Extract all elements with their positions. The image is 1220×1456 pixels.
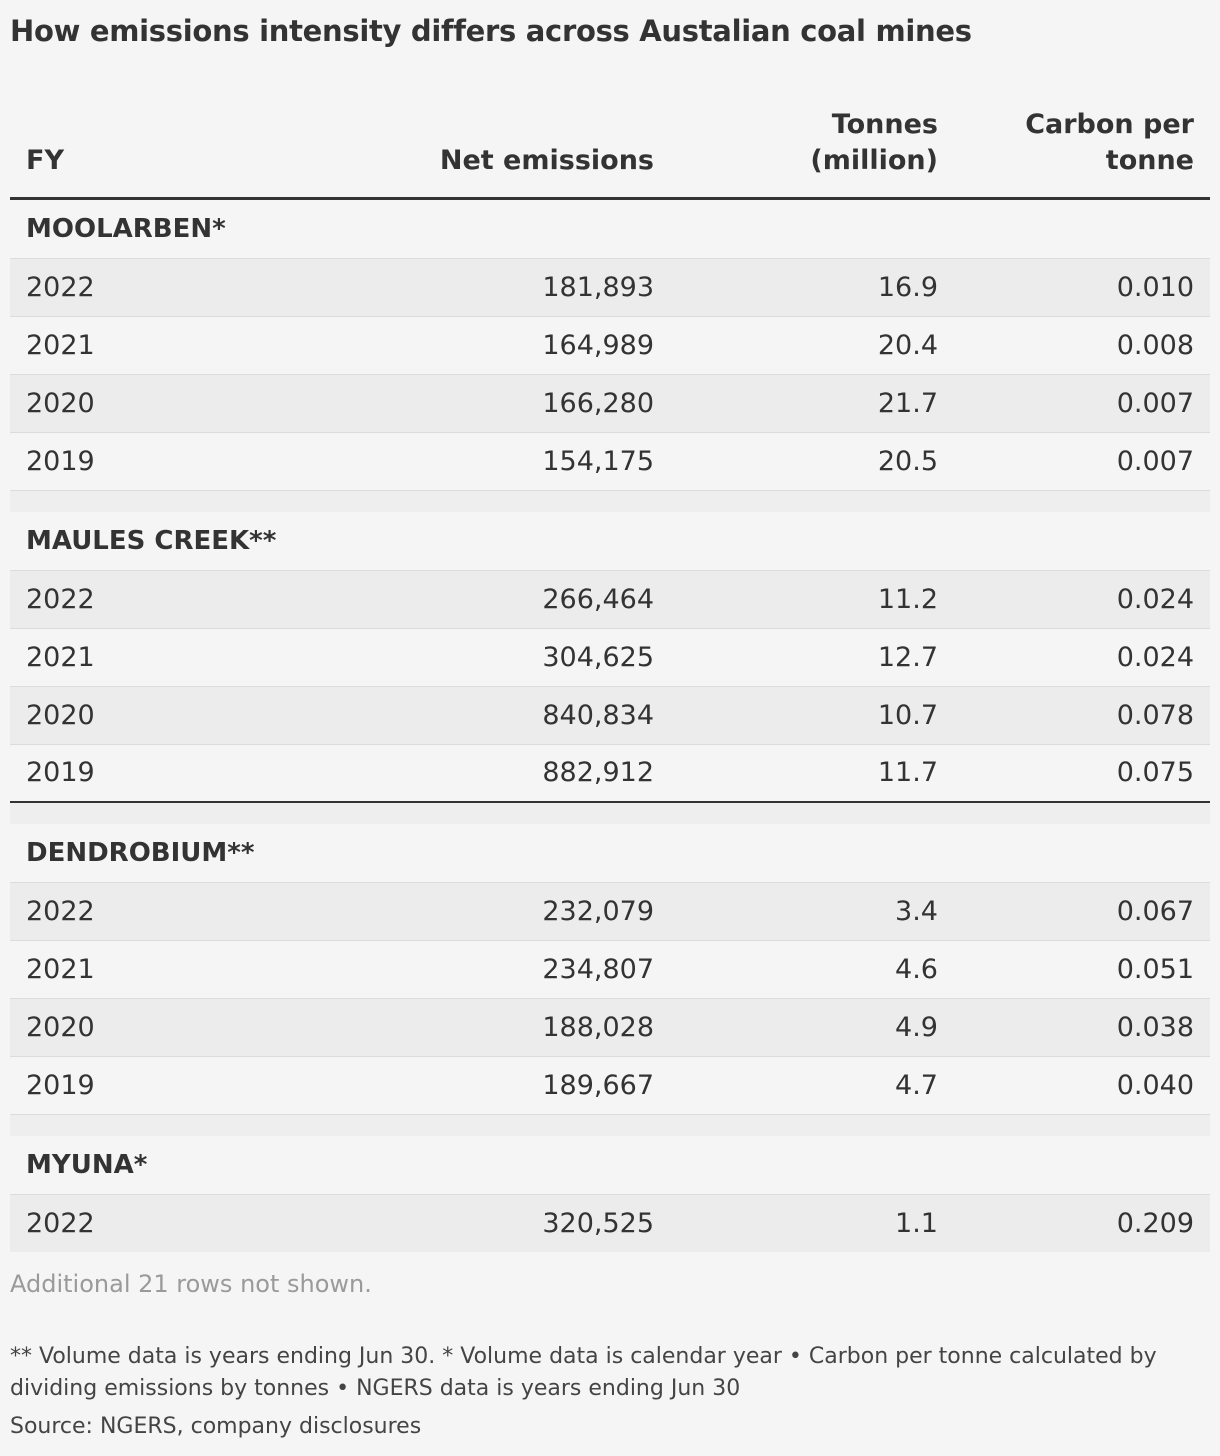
cell-carbon-per-tonne: 0.038 xyxy=(946,997,1210,1056)
table-row: 2021 304,625 12.7 0.024 xyxy=(10,627,1210,686)
column-header-tonnes: Tonnes (million) xyxy=(670,96,946,200)
cell-tonnes: 4.6 xyxy=(670,939,946,998)
table-row: 2019 154,175 20.5 0.007 xyxy=(10,431,1210,490)
cell-net-emissions: 304,625 xyxy=(390,627,670,686)
cell-net-emissions: 840,834 xyxy=(390,685,670,744)
cell-fy: 2022 xyxy=(10,569,390,628)
group-name: MAULES CREEK** xyxy=(10,512,1210,570)
group-header-row: MYUNA* xyxy=(10,1136,1210,1194)
cell-fy: 2021 xyxy=(10,627,390,686)
cell-tonnes: 1.1 xyxy=(670,1193,946,1252)
cell-net-emissions: 266,464 xyxy=(390,569,670,628)
spacer-cell xyxy=(10,1113,1210,1136)
group-header-row: MOOLARBEN* xyxy=(10,198,1210,258)
table-body: MOOLARBEN* 2022 181,893 16.9 0.010 2021 164,98… xyxy=(10,198,1210,1252)
table-row: 2022 232,079 3.4 0.067 xyxy=(10,881,1210,940)
cell-carbon-per-tonne: 0.008 xyxy=(946,315,1210,374)
cell-fy: 2020 xyxy=(10,373,390,432)
group-name: MYUNA* xyxy=(10,1136,1210,1194)
cell-net-emissions: 188,028 xyxy=(390,997,670,1056)
cell-tonnes: 20.4 xyxy=(670,315,946,374)
group-header-row: MAULES CREEK** xyxy=(10,512,1210,570)
cell-net-emissions: 164,989 xyxy=(390,315,670,374)
cell-tonnes: 4.7 xyxy=(670,1055,946,1114)
cell-carbon-per-tonne: 0.024 xyxy=(946,569,1210,628)
group-name: DENDROBIUM** xyxy=(10,824,1210,882)
more-rows-note: Additional 21 rows not shown. xyxy=(10,1270,372,1298)
table-row: 2020 840,834 10.7 0.078 xyxy=(10,685,1210,744)
group-header-row: DENDROBIUM** xyxy=(10,824,1210,882)
cell-tonnes: 11.2 xyxy=(670,569,946,628)
cell-carbon-per-tonne: 0.024 xyxy=(946,627,1210,686)
chart-title: How emissions intensity differs across A… xyxy=(10,14,972,48)
spacer-cell xyxy=(10,801,1210,824)
cell-fy: 2022 xyxy=(10,1193,390,1252)
cell-net-emissions: 189,667 xyxy=(390,1055,670,1114)
cell-carbon-per-tonne: 0.010 xyxy=(946,257,1210,316)
cell-net-emissions: 882,912 xyxy=(390,743,670,802)
header-row: FY Net emissions Tonnes (million) Carbon … xyxy=(10,96,1210,200)
cell-fy: 2019 xyxy=(10,743,390,802)
cell-fy: 2019 xyxy=(10,1055,390,1114)
cell-tonnes: 20.5 xyxy=(670,431,946,490)
table-row: 2020 166,280 21.7 0.007 xyxy=(10,373,1210,432)
group-name: MOOLARBEN* xyxy=(10,198,1210,258)
cell-carbon-per-tonne: 0.040 xyxy=(946,1055,1210,1114)
table-row: 2022 181,893 16.9 0.010 xyxy=(10,257,1210,316)
cell-net-emissions: 234,807 xyxy=(390,939,670,998)
cell-fy: 2021 xyxy=(10,315,390,374)
cell-tonnes: 4.9 xyxy=(670,997,946,1056)
cell-carbon-per-tonne: 0.007 xyxy=(946,431,1210,490)
table-row: 2019 882,912 11.7 0.075 xyxy=(10,743,1210,802)
cell-net-emissions: 154,175 xyxy=(390,431,670,490)
cell-carbon-per-tonne: 0.007 xyxy=(946,373,1210,432)
table-row: 2019 189,667 4.7 0.040 xyxy=(10,1055,1210,1114)
cell-carbon-per-tonne: 0.051 xyxy=(946,939,1210,998)
table-row: 2021 164,989 20.4 0.008 xyxy=(10,315,1210,374)
cell-carbon-per-tonne: 0.067 xyxy=(946,881,1210,940)
column-header-net-emissions: Net emissions xyxy=(390,96,670,200)
table-row: 2022 266,464 11.2 0.024 xyxy=(10,569,1210,628)
cell-fy: 2020 xyxy=(10,997,390,1056)
cell-fy: 2019 xyxy=(10,431,390,490)
cell-tonnes: 21.7 xyxy=(670,373,946,432)
cell-fy: 2022 xyxy=(10,257,390,316)
cell-fy: 2022 xyxy=(10,881,390,940)
cell-tonnes: 16.9 xyxy=(670,257,946,316)
footnotes: ** Volume data is years ending Jun 30. *… xyxy=(10,1344,1157,1401)
cell-net-emissions: 166,280 xyxy=(390,373,670,432)
cell-tonnes: 3.4 xyxy=(670,881,946,940)
cell-net-emissions: 320,525 xyxy=(390,1193,670,1252)
table-row: 2021 234,807 4.6 0.051 xyxy=(10,939,1210,998)
group-spacer xyxy=(10,1113,1210,1136)
cell-fy: 2021 xyxy=(10,939,390,998)
cell-fy: 2020 xyxy=(10,685,390,744)
cell-carbon-per-tonne: 0.075 xyxy=(946,743,1210,802)
column-header-carbon-per-tonne: Carbon per tonne xyxy=(946,96,1210,200)
group-spacer xyxy=(10,489,1210,512)
cell-carbon-per-tonne: 0.078 xyxy=(946,685,1210,744)
cell-tonnes: 10.7 xyxy=(670,685,946,744)
emissions-table: FY Net emissions Tonnes (million) Carbon … xyxy=(10,96,1210,1252)
table-row: 2022 320,525 1.1 0.209 xyxy=(10,1193,1210,1252)
table-row: 2020 188,028 4.9 0.038 xyxy=(10,997,1210,1056)
group-spacer xyxy=(10,801,1210,824)
cell-tonnes: 12.7 xyxy=(670,627,946,686)
source-note: Source: NGERS, company disclosures xyxy=(10,1414,422,1439)
cell-carbon-per-tonne: 0.209 xyxy=(946,1193,1210,1252)
spacer-cell xyxy=(10,489,1210,512)
cell-net-emissions: 232,079 xyxy=(390,881,670,940)
column-header-fy: FY xyxy=(10,96,390,200)
cell-tonnes: 11.7 xyxy=(670,743,946,802)
cell-net-emissions: 181,893 xyxy=(390,257,670,316)
